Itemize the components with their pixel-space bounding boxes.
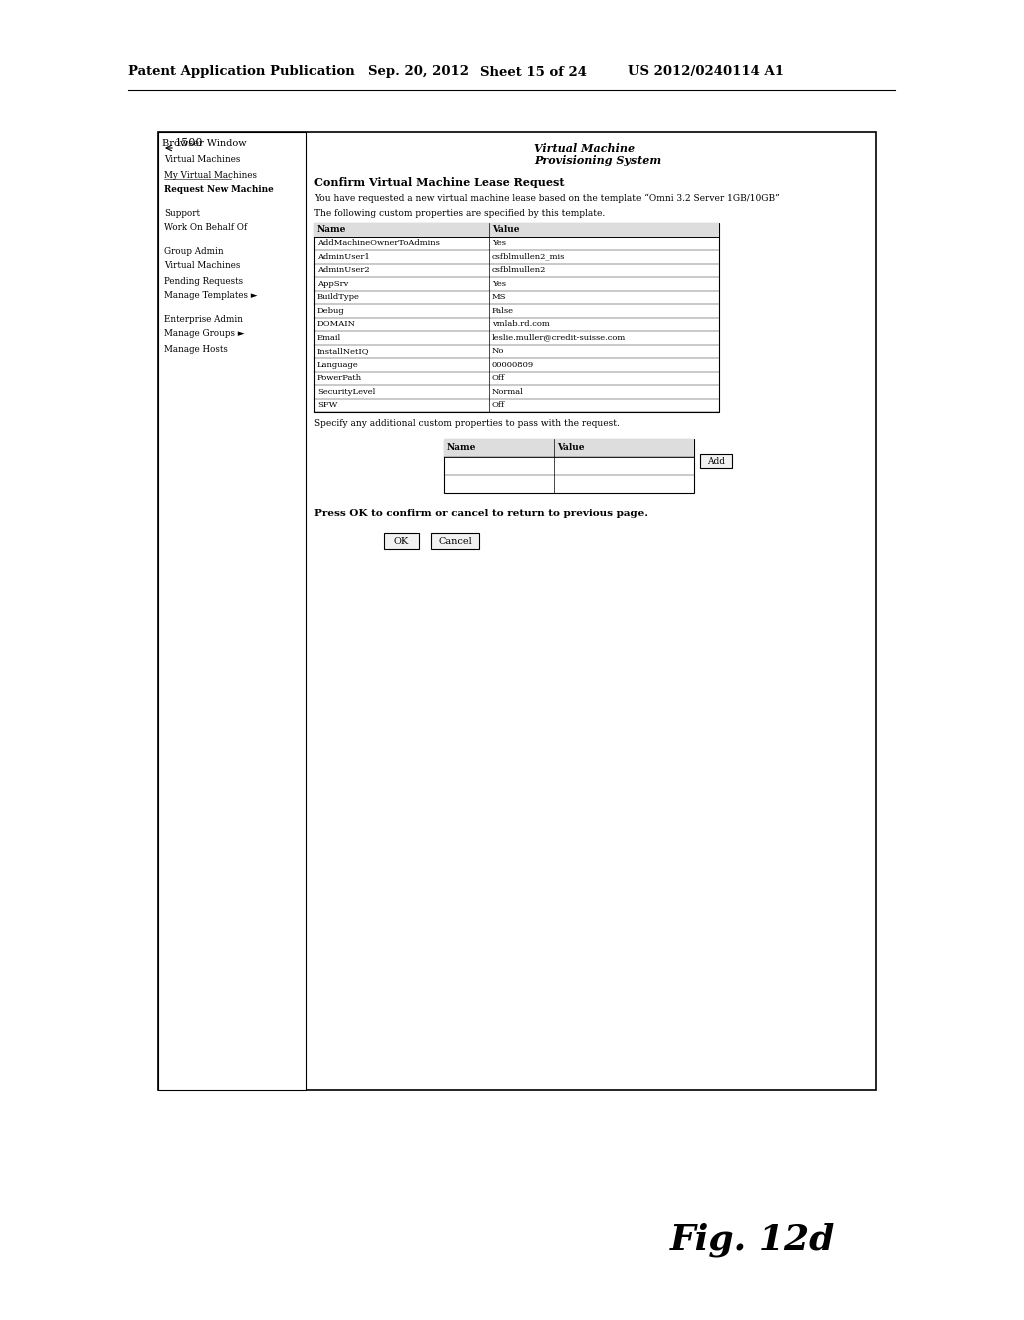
Text: Browser Window: Browser Window (162, 140, 247, 149)
Text: Provisioning System: Provisioning System (534, 156, 662, 166)
Bar (444, 440, 694, 457)
Text: Manage Groups ►: Manage Groups ► (164, 330, 245, 338)
Text: Off: Off (492, 375, 505, 383)
Text: AppSrv: AppSrv (317, 280, 348, 288)
Text: 00000809: 00000809 (492, 360, 535, 368)
Text: Pending Requests: Pending Requests (164, 276, 243, 285)
Text: US 2012/0240114 A1: US 2012/0240114 A1 (628, 66, 784, 78)
Text: The following custom properties are specified by this template.: The following custom properties are spec… (314, 209, 605, 218)
Text: Group Admin: Group Admin (164, 247, 223, 256)
Text: Sheet 15 of 24: Sheet 15 of 24 (480, 66, 587, 78)
Text: Virtual Machines: Virtual Machines (164, 261, 241, 271)
Text: Add: Add (707, 457, 725, 466)
Text: Value: Value (492, 226, 519, 234)
Text: Press OK to confirm or cancel to return to previous page.: Press OK to confirm or cancel to return … (314, 508, 648, 517)
Text: Yes: Yes (492, 280, 506, 288)
Text: Confirm Virtual Machine Lease Request: Confirm Virtual Machine Lease Request (314, 177, 564, 189)
Text: Email: Email (317, 334, 341, 342)
Text: PowerPath: PowerPath (317, 375, 362, 383)
Text: DOMAIN: DOMAIN (317, 321, 356, 329)
Text: SFW: SFW (317, 401, 337, 409)
Text: Yes: Yes (492, 239, 506, 247)
Text: Name: Name (317, 226, 346, 234)
Text: Normal: Normal (492, 388, 524, 396)
Text: Request New Machine: Request New Machine (164, 186, 273, 194)
Text: Manage Templates ►: Manage Templates ► (164, 292, 257, 301)
Text: Virtual Machine: Virtual Machine (534, 144, 635, 154)
Text: You have requested a new virtual machine lease based on the template “Omni 3.2 S: You have requested a new virtual machine… (314, 193, 779, 203)
Text: vmlab.rd.com: vmlab.rd.com (492, 321, 550, 329)
Text: Fig. 12d: Fig. 12d (670, 1222, 836, 1257)
Text: Support: Support (164, 209, 200, 218)
Text: SecurityLevel: SecurityLevel (317, 388, 376, 396)
Text: Value: Value (557, 444, 585, 453)
Text: BuildType: BuildType (317, 293, 359, 301)
Text: My Virtual Machines: My Virtual Machines (164, 170, 257, 180)
Bar (384, 533, 419, 549)
Text: leslie.muller@credit-suisse.com: leslie.muller@credit-suisse.com (492, 334, 627, 342)
Text: 1500: 1500 (175, 139, 204, 148)
Text: OK: OK (394, 536, 410, 545)
Text: Virtual Machines: Virtual Machines (164, 156, 241, 165)
Text: Sep. 20, 2012: Sep. 20, 2012 (368, 66, 469, 78)
Text: AddMachineOwnerToAdmins: AddMachineOwnerToAdmins (317, 239, 440, 247)
Text: Enterprise Admin: Enterprise Admin (164, 314, 243, 323)
Text: Name: Name (447, 444, 476, 453)
Bar (158, 132, 876, 1090)
Text: Off: Off (492, 401, 505, 409)
Text: Patent Application Publication: Patent Application Publication (128, 66, 354, 78)
Text: False: False (492, 306, 514, 314)
Text: Cancel: Cancel (438, 536, 472, 545)
Text: InstallNetIQ: InstallNetIQ (317, 347, 370, 355)
Text: Work On Behalf Of: Work On Behalf Of (164, 223, 247, 232)
Text: AdminUser1: AdminUser1 (317, 252, 370, 261)
Text: Language: Language (317, 360, 358, 368)
Bar (444, 440, 694, 492)
Text: No: No (492, 347, 505, 355)
Text: AdminUser2: AdminUser2 (317, 267, 370, 275)
Bar (158, 132, 306, 1090)
Text: Manage Hosts: Manage Hosts (164, 345, 228, 354)
Text: Debug: Debug (317, 306, 345, 314)
Text: Specify any additional custom properties to pass with the request.: Specify any additional custom properties… (314, 420, 620, 429)
Text: MS: MS (492, 293, 507, 301)
Text: csfblmullen2_mis: csfblmullen2_mis (492, 252, 565, 261)
Bar (314, 223, 719, 236)
Bar (314, 223, 719, 412)
Bar (431, 533, 479, 549)
Bar (700, 454, 732, 469)
Text: csfblmullen2: csfblmullen2 (492, 267, 547, 275)
